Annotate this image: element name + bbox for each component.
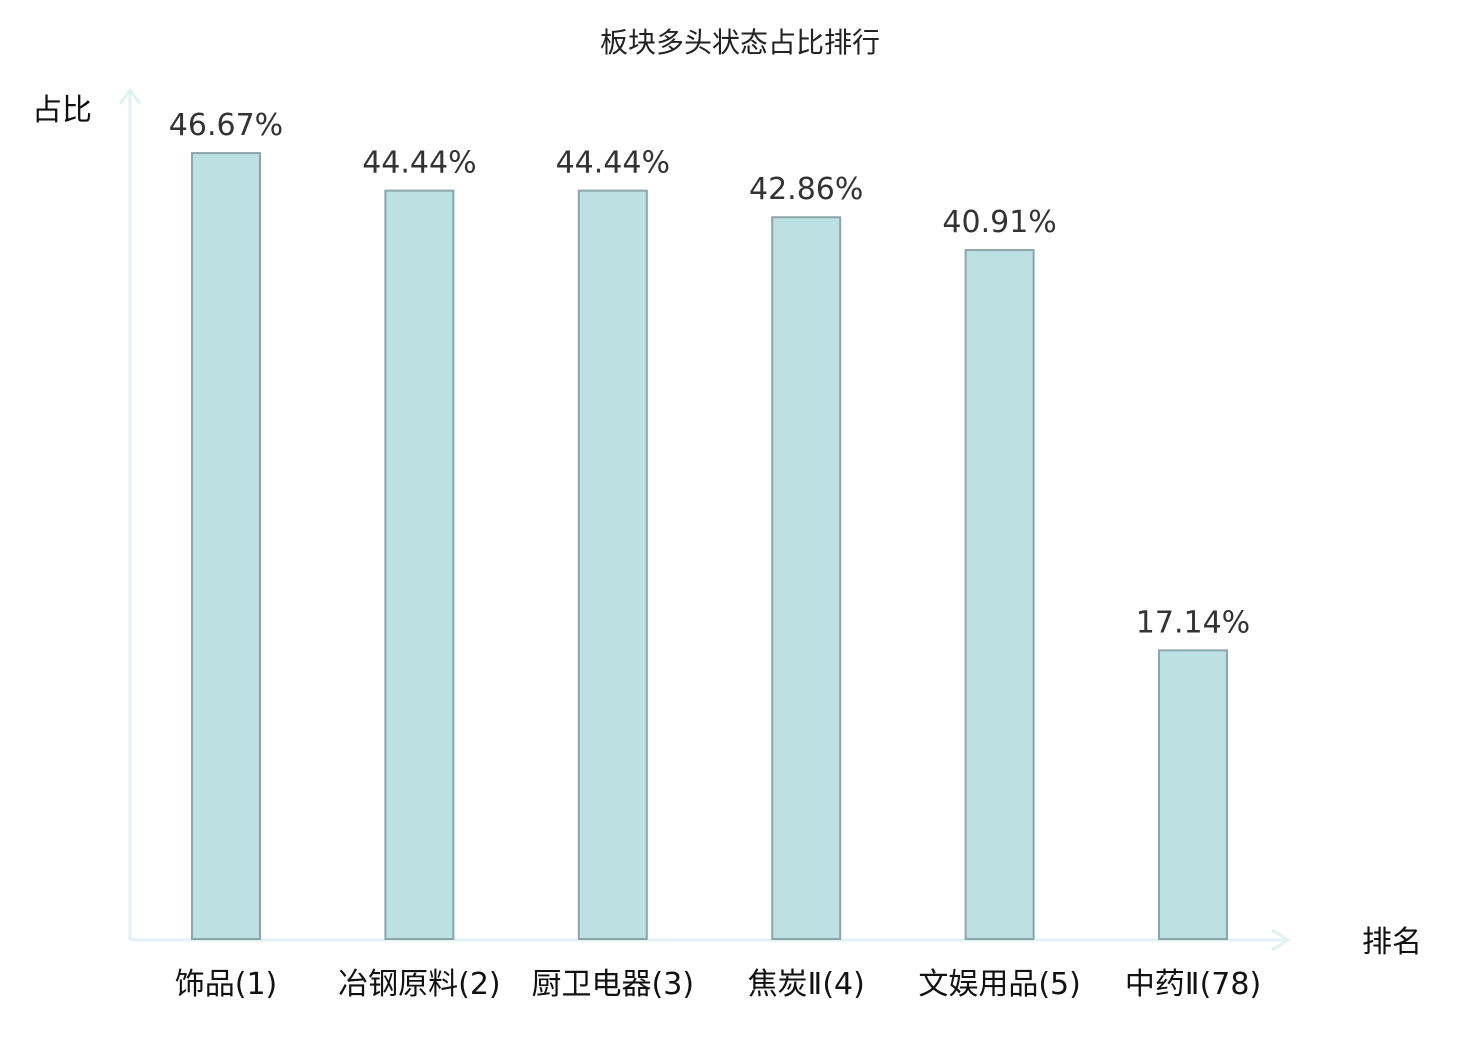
bar <box>577 189 648 941</box>
bar <box>191 152 261 940</box>
bar <box>1158 649 1228 941</box>
chart-title: 板块多头状态占比排行 <box>600 26 880 59</box>
x-axis-arrow <box>1271 928 1291 952</box>
bar-value-label: 40.91% <box>942 205 1056 240</box>
bar-value-label: 46.67% <box>169 108 283 143</box>
bar-value-label: 44.44% <box>556 146 670 181</box>
y-axis-label: 占比 <box>32 93 92 128</box>
category-label: 焦炭Ⅱ(4) <box>748 967 865 1002</box>
category-label: 冶钢原料(2) <box>338 967 501 1002</box>
category-labels-group: 饰品(1) 冶钢原料(2) 厨卫电器(3) 焦炭Ⅱ(4) 文娱用品(5) 中药Ⅱ(78) <box>175 967 1261 1002</box>
category-label: 厨卫电器(3) <box>532 967 695 1002</box>
bar-value-label: 42.86% <box>749 172 863 207</box>
y-axis-arrow <box>118 87 142 105</box>
bar <box>771 216 842 940</box>
category-label: 饰品(1) <box>175 967 278 1002</box>
bar-value-label: 17.14% <box>1136 605 1250 640</box>
value-labels-group: 46.67% 44.44% 44.44% 42.86% 40.91% 17.14% <box>169 108 1250 640</box>
bar <box>964 249 1035 940</box>
category-label: 文娱用品(5) <box>918 967 1081 1002</box>
category-label: 中药Ⅱ(78) <box>1125 967 1261 1002</box>
bar-value-label: 44.44% <box>362 146 476 181</box>
bars-group <box>191 152 1228 941</box>
bar <box>384 189 455 941</box>
x-axis-label: 排名 <box>1362 925 1422 960</box>
